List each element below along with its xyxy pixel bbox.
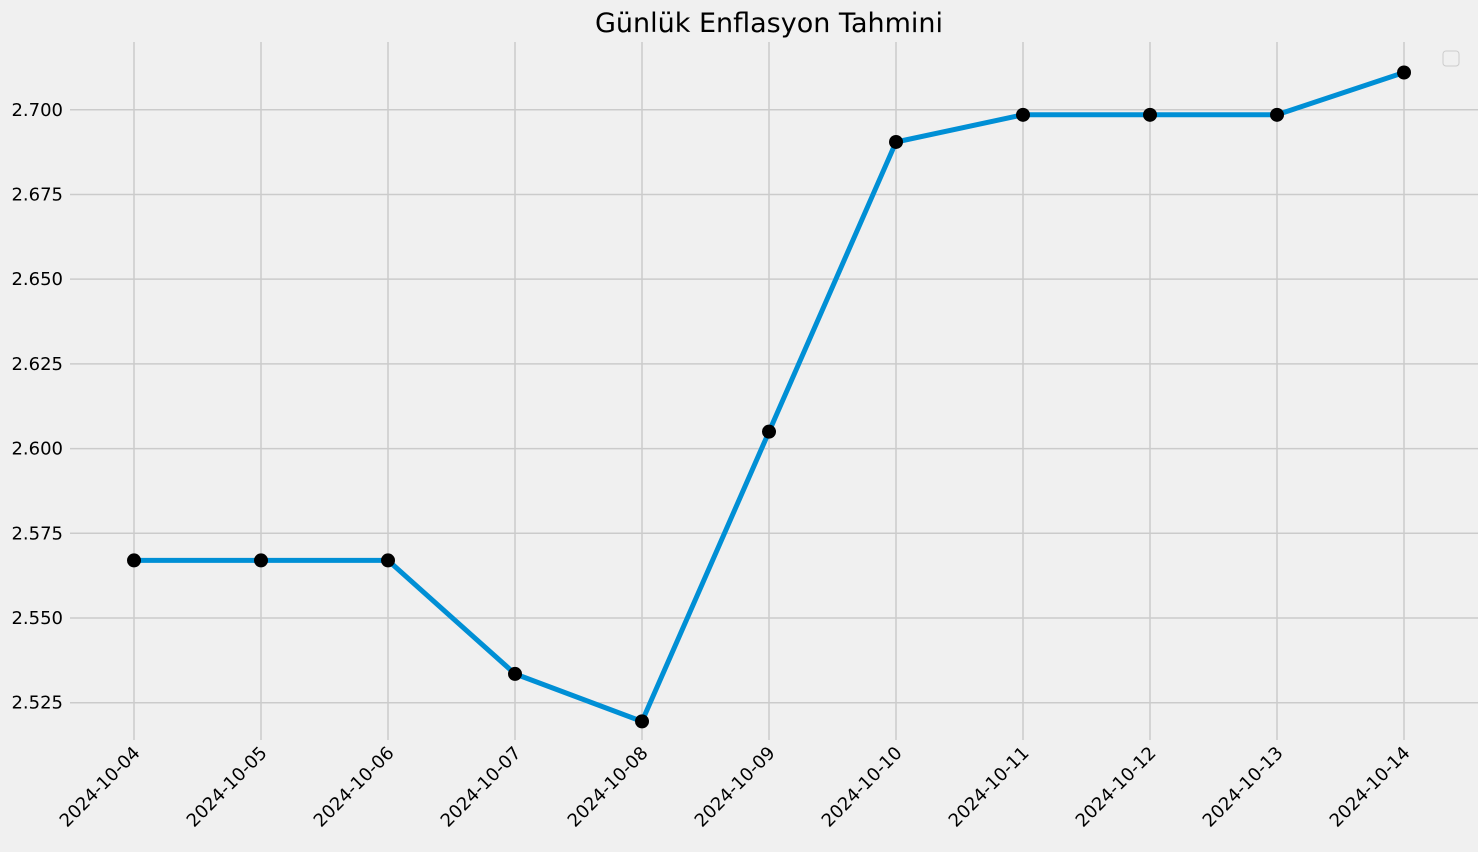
x-tick-label: 2024-10-08 (564, 743, 653, 832)
data-point (1016, 107, 1030, 122)
y-tick-label: 2.600 (11, 439, 63, 460)
y-tick-label: 2.550 (11, 608, 63, 629)
legend-box (1442, 50, 1460, 67)
x-tick-label: 2024-10-07 (437, 743, 526, 832)
y-tick-label: 2.625 (11, 354, 63, 375)
y-tick-label: 2.700 (11, 100, 63, 121)
data-point (508, 666, 522, 681)
data-point (127, 553, 141, 568)
data-point (1143, 107, 1157, 122)
x-tick-label: 2024-10-12 (1072, 743, 1161, 832)
x-axis-ticks: 2024-10-04 2024-10-05 2024-10-06 2024-10-07… (56, 743, 1415, 832)
y-axis-ticks: 2.525 2.550 2.575 2.600 2.625 2.650 2.675 2.700 (11, 100, 63, 714)
y-tick-label: 2.650 (11, 269, 63, 290)
x-tick-label: 2024-10-10 (818, 743, 907, 832)
x-tick-label: 2024-10-13 (1199, 743, 1288, 832)
data-point (635, 714, 649, 729)
data-point (1397, 65, 1411, 80)
data-point (1270, 107, 1284, 122)
x-tick-label: 2024-10-09 (691, 743, 780, 832)
data-point (762, 424, 776, 439)
x-tick-label: 2024-10-04 (56, 743, 145, 832)
x-tick-label: 2024-10-14 (1326, 743, 1415, 832)
x-tick-label: 2024-10-11 (945, 743, 1034, 832)
x-tick-label: 2024-10-06 (310, 743, 399, 832)
data-point (889, 134, 903, 149)
data-point (254, 553, 268, 568)
y-tick-label: 2.525 (11, 693, 63, 714)
grid-layer (70, 42, 1478, 740)
chart-title: Günlük Enflasyon Tahmini (595, 8, 943, 39)
data-point (381, 553, 395, 568)
y-tick-label: 2.675 (11, 184, 63, 205)
y-tick-label: 2.575 (11, 523, 63, 544)
x-tick-label: 2024-10-05 (183, 743, 272, 832)
data-points (127, 65, 1411, 729)
